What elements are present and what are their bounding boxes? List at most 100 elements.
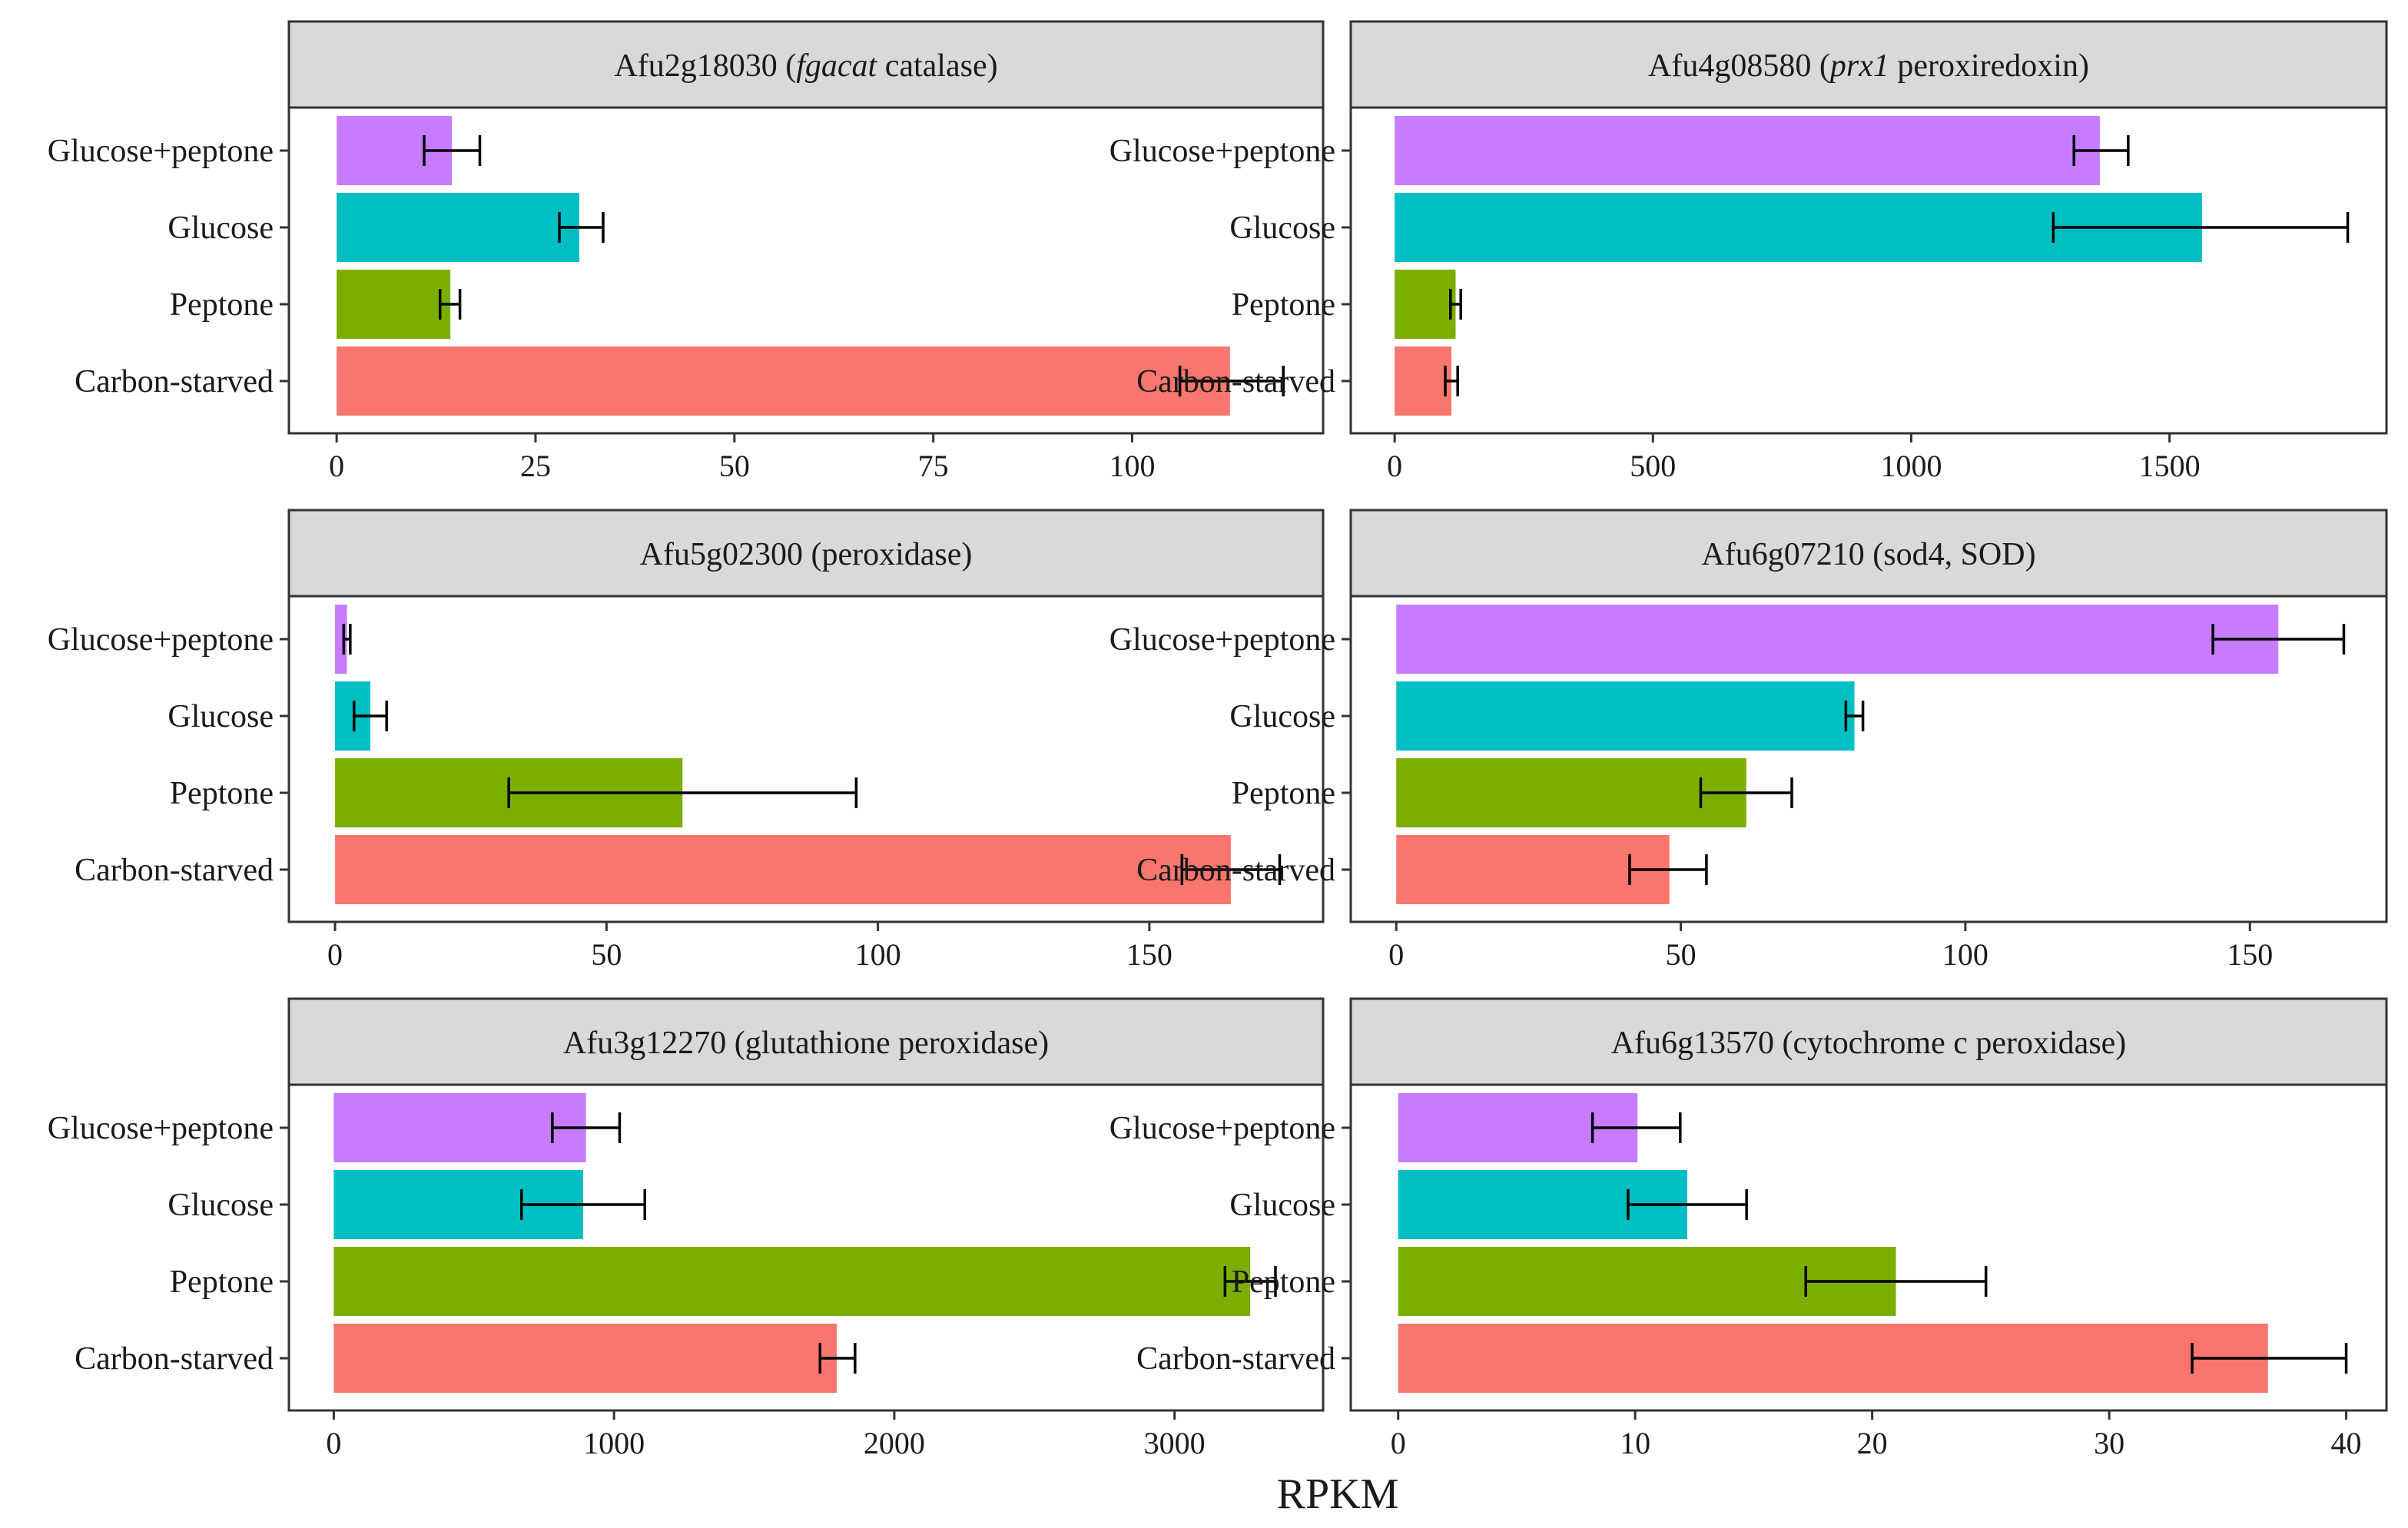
error-bar — [558, 212, 605, 243]
panel-border — [287, 1083, 1325, 1412]
bar-peptone — [337, 270, 451, 339]
panel-6: Afu6g13570 (cytochrome c peroxidase) Gluc… — [1109, 997, 2388, 1460]
error-bar — [1223, 1266, 1277, 1297]
panel-1: Afu2g18030 (fgacat catalase) Glucose+pept… — [48, 20, 1325, 483]
x-tick-label: 10 — [1620, 1426, 1650, 1460]
error-bar — [1590, 1112, 1682, 1143]
panel-title: Afu3g12270 (glutathione peroxidase) — [563, 1026, 1049, 1061]
category-label: Carbon-starved — [1136, 1341, 1335, 1377]
x-tick-label: 0 — [327, 937, 343, 972]
bar-glucose-peptone — [335, 605, 347, 674]
error-bar — [551, 1112, 622, 1143]
error-bar — [507, 777, 858, 808]
panel-strip — [287, 997, 1325, 1086]
x-tick-label: 50 — [719, 449, 750, 483]
error-bar — [1444, 366, 1459, 396]
x-tick-label: 1000 — [1880, 449, 1942, 483]
x-tick-label: 1500 — [2139, 449, 2201, 483]
bar-carbon-starved — [1396, 835, 1670, 904]
panels-layer: Afu2g18030 (fgacat catalase) Glucose+pept… — [48, 20, 2388, 1460]
panel-border — [1349, 595, 2388, 923]
panel-strip — [1349, 997, 2388, 1086]
panel-title: Afu4g08580 (prx1 peroxiredoxin) — [1648, 48, 2089, 84]
panel-strip — [1349, 509, 2388, 598]
error-bar — [342, 624, 352, 655]
category-label: Glucose — [1229, 1188, 1335, 1223]
x-tick-label: 75 — [918, 449, 949, 483]
x-tick-label: 3000 — [1144, 1426, 1206, 1460]
panel-title-part: peroxiredoxin) — [1889, 48, 2089, 84]
panel-title: Afu6g07210 (sod4, SOD) — [1701, 537, 2035, 572]
error-bar — [1180, 854, 1282, 885]
x-tick-label: 150 — [2227, 937, 2273, 972]
x-tick-label: 150 — [1126, 937, 1172, 972]
category-label: Carbon-starved — [75, 853, 274, 888]
panel-title-part: Afu2g18030 ( — [614, 48, 796, 84]
panel-4: Afu6g07210 (sod4, SOD) Glucose+peptone Glu… — [1109, 509, 2388, 972]
bar-glucose — [337, 193, 579, 262]
error-bar — [2051, 212, 2350, 243]
category-label: Peptone — [170, 1264, 274, 1300]
category-label: Glucose+peptone — [1109, 622, 1335, 658]
error-bar — [2191, 1343, 2348, 1374]
panel-strip — [1349, 20, 2388, 109]
panel-border — [287, 106, 1325, 435]
bar-carbon-starved — [337, 346, 1230, 416]
x-tick-label: 0 — [326, 1426, 341, 1460]
panel-title-part: Afu3g12270 (glutathione peroxidase) — [563, 1026, 1049, 1061]
x-tick-label: 100 — [1942, 937, 1988, 972]
x-tick-label: 20 — [1857, 1426, 1888, 1460]
panel-3: Afu5g02300 (peroxidase) Glucose+peptone Gl… — [48, 509, 1325, 972]
bar-carbon-starved — [335, 835, 1231, 904]
x-tick-label: 0 — [329, 449, 344, 483]
panel-title: Afu6g13570 (cytochrome c peroxidase) — [1611, 1026, 2127, 1061]
category-label: Carbon-starved — [1136, 853, 1335, 888]
category-label: Glucose — [167, 210, 274, 246]
bar-carbon-starved — [1398, 1324, 2268, 1393]
category-label: Peptone — [170, 776, 274, 811]
error-bar — [353, 701, 388, 731]
bar-glucose-peptone — [333, 1093, 586, 1162]
panel-strip — [287, 20, 1325, 109]
x-tick-label: 0 — [1391, 1426, 1406, 1460]
x-tick-label: 100 — [855, 937, 901, 972]
x-tick-label: 50 — [1666, 937, 1697, 972]
x-axis-title: RPKM — [1277, 1470, 1399, 1518]
category-label: Peptone — [1232, 776, 1335, 811]
panel-title: Afu5g02300 (peroxidase) — [640, 537, 973, 572]
error-bar — [2072, 135, 2130, 166]
category-label: Glucose+peptone — [1109, 134, 1335, 169]
bar-peptone — [1395, 270, 1456, 339]
bar-carbon-starved — [1395, 346, 1452, 416]
panel-title: Afu2g18030 (fgacat catalase) — [614, 48, 997, 84]
bar-glucose — [1396, 681, 1855, 751]
category-label: Glucose — [1229, 699, 1335, 734]
panel-border — [1349, 106, 2388, 435]
x-tick-label: 30 — [2094, 1426, 2124, 1460]
error-bar — [1627, 1189, 1748, 1220]
bar-glucose-peptone — [1396, 605, 2279, 674]
error-bar — [1844, 701, 1865, 731]
category-label: Glucose+peptone — [48, 622, 274, 658]
category-label: Peptone — [170, 287, 274, 323]
panel-border — [287, 595, 1325, 923]
x-tick-label: 1000 — [583, 1426, 645, 1460]
panel-border — [1349, 1083, 2388, 1412]
panel-title-part: Afu4g08580 ( — [1648, 48, 1830, 84]
error-bar — [1449, 289, 1462, 320]
x-tick-label: 500 — [1630, 449, 1676, 483]
x-tick-label: 0 — [1387, 449, 1402, 483]
x-tick-label: 0 — [1388, 937, 1404, 972]
panel-title-part: Afu5g02300 (peroxidase) — [640, 537, 973, 572]
category-label: Glucose+peptone — [1109, 1111, 1335, 1146]
panel-title-part: catalase) — [877, 48, 997, 84]
panel-title-part: Afu6g13570 (cytochrome c peroxidase) — [1611, 1026, 2127, 1061]
x-tick-label: 40 — [2331, 1426, 2362, 1460]
error-bar — [438, 289, 462, 320]
x-tick-label: 100 — [1109, 449, 1156, 483]
bar-peptone — [1396, 758, 1746, 827]
x-tick-label: 2000 — [864, 1426, 925, 1460]
error-bar — [520, 1189, 647, 1220]
panel-title-part: Afu6g07210 (sod4, SOD) — [1701, 537, 2035, 572]
